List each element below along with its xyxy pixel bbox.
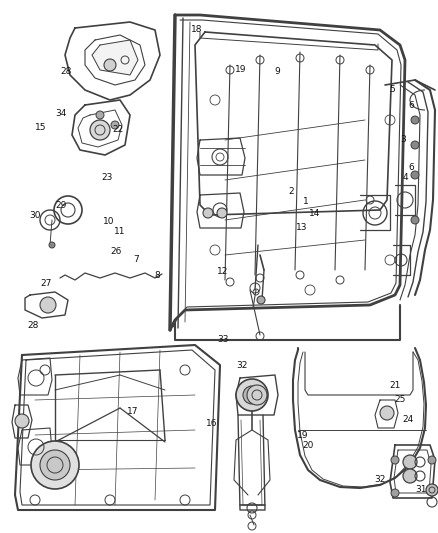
Circle shape xyxy=(40,450,70,480)
Circle shape xyxy=(15,414,29,428)
Circle shape xyxy=(391,456,399,464)
Text: 14: 14 xyxy=(309,209,321,219)
Text: 4: 4 xyxy=(402,174,408,182)
Circle shape xyxy=(403,469,417,483)
Text: 2: 2 xyxy=(288,188,294,197)
Text: 1: 1 xyxy=(303,198,309,206)
Text: 17: 17 xyxy=(127,408,139,416)
Text: 25: 25 xyxy=(394,395,406,405)
Circle shape xyxy=(247,385,267,405)
Text: 8: 8 xyxy=(154,271,160,280)
Text: 26: 26 xyxy=(110,247,122,256)
Circle shape xyxy=(49,242,55,248)
Circle shape xyxy=(380,406,394,420)
Text: 29: 29 xyxy=(55,201,67,211)
Text: 21: 21 xyxy=(389,381,401,390)
Circle shape xyxy=(411,216,419,224)
Text: 30: 30 xyxy=(29,212,41,221)
Circle shape xyxy=(31,441,79,489)
Text: 32: 32 xyxy=(237,360,247,369)
Circle shape xyxy=(40,297,56,313)
Circle shape xyxy=(203,208,213,218)
Text: 6: 6 xyxy=(408,164,414,173)
Polygon shape xyxy=(92,40,138,75)
Text: 9: 9 xyxy=(274,68,280,77)
Text: 31: 31 xyxy=(415,486,427,495)
Text: 13: 13 xyxy=(296,223,308,232)
Circle shape xyxy=(236,379,268,411)
Text: 32: 32 xyxy=(374,475,386,484)
Text: 6: 6 xyxy=(408,101,414,109)
Circle shape xyxy=(96,111,104,119)
Text: 10: 10 xyxy=(103,217,115,227)
Text: 11: 11 xyxy=(114,228,126,237)
Text: 19: 19 xyxy=(297,432,309,440)
Text: 18: 18 xyxy=(191,26,203,35)
Circle shape xyxy=(428,456,436,464)
Circle shape xyxy=(217,208,227,218)
Text: 22: 22 xyxy=(113,125,124,134)
Circle shape xyxy=(411,171,419,179)
Circle shape xyxy=(391,489,399,497)
Circle shape xyxy=(257,296,265,304)
Text: 15: 15 xyxy=(35,124,47,133)
Text: 7: 7 xyxy=(133,255,139,264)
Text: 23: 23 xyxy=(101,174,113,182)
Text: 24: 24 xyxy=(403,416,413,424)
Text: 19: 19 xyxy=(235,66,247,75)
Text: 12: 12 xyxy=(217,268,229,277)
Text: 16: 16 xyxy=(206,419,218,429)
Circle shape xyxy=(411,116,419,124)
Text: 33: 33 xyxy=(217,335,229,344)
Circle shape xyxy=(90,120,110,140)
Text: 34: 34 xyxy=(55,109,67,117)
Text: 27: 27 xyxy=(40,279,52,287)
Circle shape xyxy=(426,484,438,496)
Circle shape xyxy=(104,59,116,71)
Text: 3: 3 xyxy=(400,135,406,144)
Circle shape xyxy=(411,141,419,149)
Circle shape xyxy=(111,121,119,129)
Text: 20: 20 xyxy=(302,440,314,449)
Text: 28: 28 xyxy=(60,68,72,77)
Text: 28: 28 xyxy=(27,320,39,329)
Circle shape xyxy=(403,455,417,469)
Circle shape xyxy=(243,386,261,404)
Text: 5: 5 xyxy=(389,85,395,94)
